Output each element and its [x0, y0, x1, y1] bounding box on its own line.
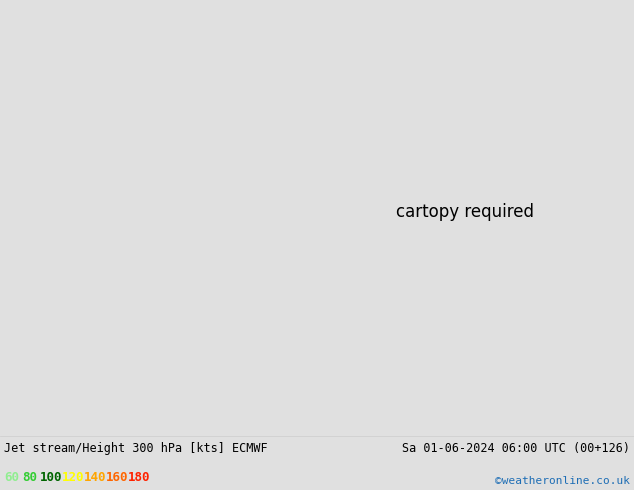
Text: 80: 80	[22, 471, 37, 484]
Text: cartopy required: cartopy required	[396, 203, 534, 221]
Text: Jet stream/Height 300 hPa [kts] ECMWF: Jet stream/Height 300 hPa [kts] ECMWF	[4, 441, 268, 455]
Text: 160: 160	[106, 471, 129, 484]
Text: 100: 100	[40, 471, 63, 484]
Text: Sa 01-06-2024 06:00 UTC (00+126): Sa 01-06-2024 06:00 UTC (00+126)	[402, 441, 630, 455]
Text: 120: 120	[62, 471, 84, 484]
Text: 60: 60	[4, 471, 19, 484]
Text: 140: 140	[84, 471, 107, 484]
Text: 180: 180	[128, 471, 150, 484]
Text: ©weatheronline.co.uk: ©weatheronline.co.uk	[495, 476, 630, 486]
